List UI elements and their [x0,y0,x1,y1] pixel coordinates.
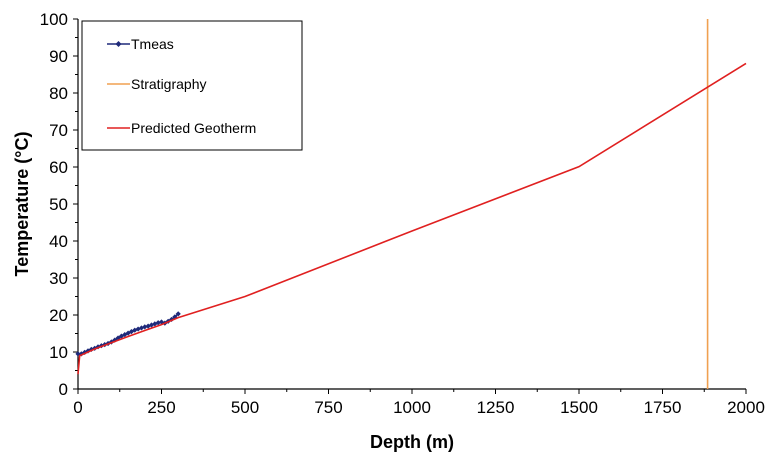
y-tick-label: 30 [49,269,68,288]
y-tick-label: 20 [49,306,68,325]
legend-label-stratigraphy: Stratigraphy [131,76,206,92]
y-tick-label: 90 [49,47,68,66]
x-tick-label: 250 [147,398,175,417]
x-tick-label: 750 [314,398,342,417]
x-tick-label: 1000 [393,398,431,417]
x-axis-title: Depth (m) [370,432,454,452]
x-tick-label: 1250 [477,398,515,417]
y-tick-label: 50 [49,195,68,214]
tmeas-point [118,333,125,339]
tmeas-point [172,314,178,320]
y-tick-label: 70 [49,121,68,140]
tmeas-point [132,327,138,333]
legend-marker-tmeas [115,41,122,47]
y-tick-label: 0 [59,380,68,399]
y-tick-label: 80 [49,84,68,103]
tmeas-point [175,311,181,317]
y-tick-label: 10 [49,343,68,362]
x-axis: 0 250 500 750 1000 1250 1500 1750 2000 [73,389,765,417]
y-tick-label: 100 [40,10,68,29]
tmeas-point [138,325,145,331]
legend-label-predicted-geotherm: Predicted Geotherm [131,120,256,136]
x-tick-label: 2000 [727,398,765,417]
x-tick-label: 1750 [644,398,682,417]
tmeas-point [145,323,151,329]
legend: Tmeas Stratigraphy Predicted Geotherm [81,20,303,151]
tmeas-point [75,351,81,357]
legend-label-tmeas: Tmeas [131,36,174,52]
tmeas-point [142,324,148,330]
x-tick-label: 0 [73,398,82,417]
x-tick-label: 500 [231,398,259,417]
y-tick-label: 60 [49,158,68,177]
tmeas-point [78,351,84,357]
x-tick-label: 1500 [560,398,598,417]
series-layer [75,19,747,389]
tmeas-point [158,319,165,325]
y-axis-title: Temperature (°C) [12,132,32,277]
tmeas-point [88,346,94,353]
series-predicted-geotherm-line [77,62,747,375]
tmeas-point [128,329,135,335]
tmeas-point [112,337,118,343]
y-tick-label: 40 [49,232,68,251]
y-axis: 0 10 20 30 40 50 60 70 80 90 100 [40,10,78,399]
